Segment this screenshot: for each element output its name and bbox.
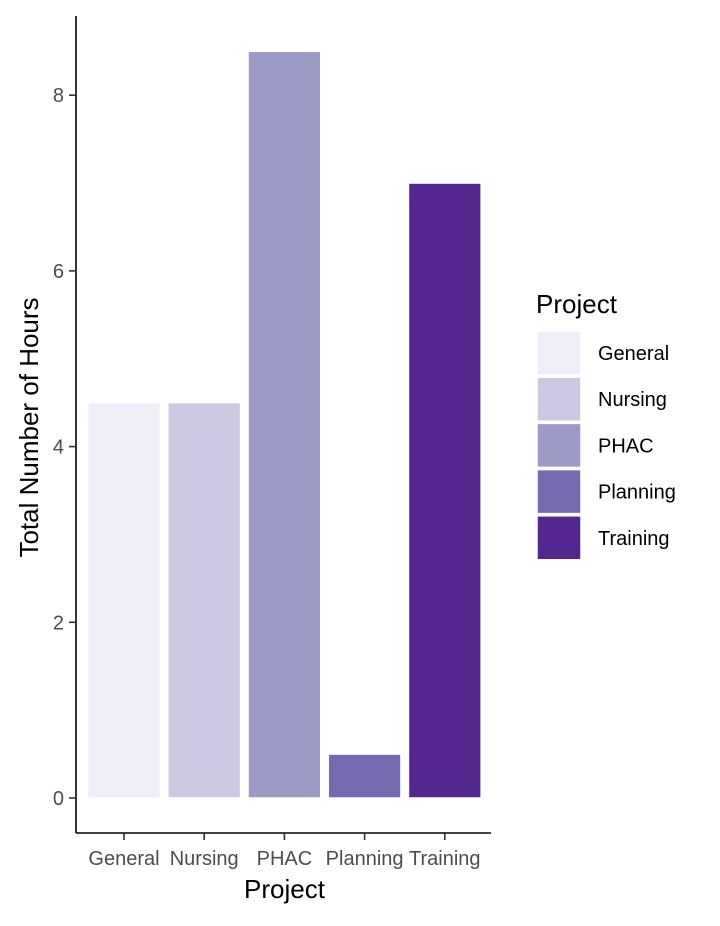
legend-key-planning: [536, 468, 582, 515]
x-tick-label: Nursing: [170, 848, 239, 870]
x-axis: General Nursing PHAC Planning Training: [76, 832, 491, 870]
legend-key-phac: [536, 422, 582, 469]
y-axis: 0 2 4 6 8: [53, 16, 77, 833]
x-tick-label: PHAC: [257, 848, 313, 870]
legend-label-nursing: Nursing: [598, 389, 667, 411]
legend-key-general: [536, 330, 582, 376]
legend-label-planning: Planning: [598, 482, 676, 504]
bar-phac: [247, 50, 322, 799]
x-tick-label: Training: [409, 848, 481, 870]
x-tick-label: General: [88, 848, 159, 870]
bar-training: [407, 182, 482, 799]
y-tick-label: 2: [53, 612, 64, 634]
legend-label-general: General: [598, 343, 669, 365]
legend-label-phac: PHAC: [598, 435, 654, 457]
y-tick-label: 8: [53, 85, 64, 107]
x-axis-title: Project: [244, 874, 326, 904]
legend-key-nursing: [536, 376, 582, 422]
y-axis-title: Total Number of Hours: [14, 297, 44, 557]
legend-key-training: [536, 515, 582, 561]
bar-nursing: [167, 401, 242, 799]
legend-title: Project: [536, 289, 618, 319]
y-tick-label: 6: [53, 261, 64, 283]
y-tick-label: 4: [53, 437, 64, 459]
legend: Project General Nursing PHAC Planning Traini…: [536, 289, 676, 561]
x-tick-label: Planning: [326, 848, 404, 870]
bars-group: [86, 50, 482, 799]
bar-planning: [327, 753, 402, 799]
bar-general: [86, 401, 162, 799]
legend-label-training: Training: [598, 528, 670, 550]
y-tick-label: 0: [53, 788, 64, 810]
